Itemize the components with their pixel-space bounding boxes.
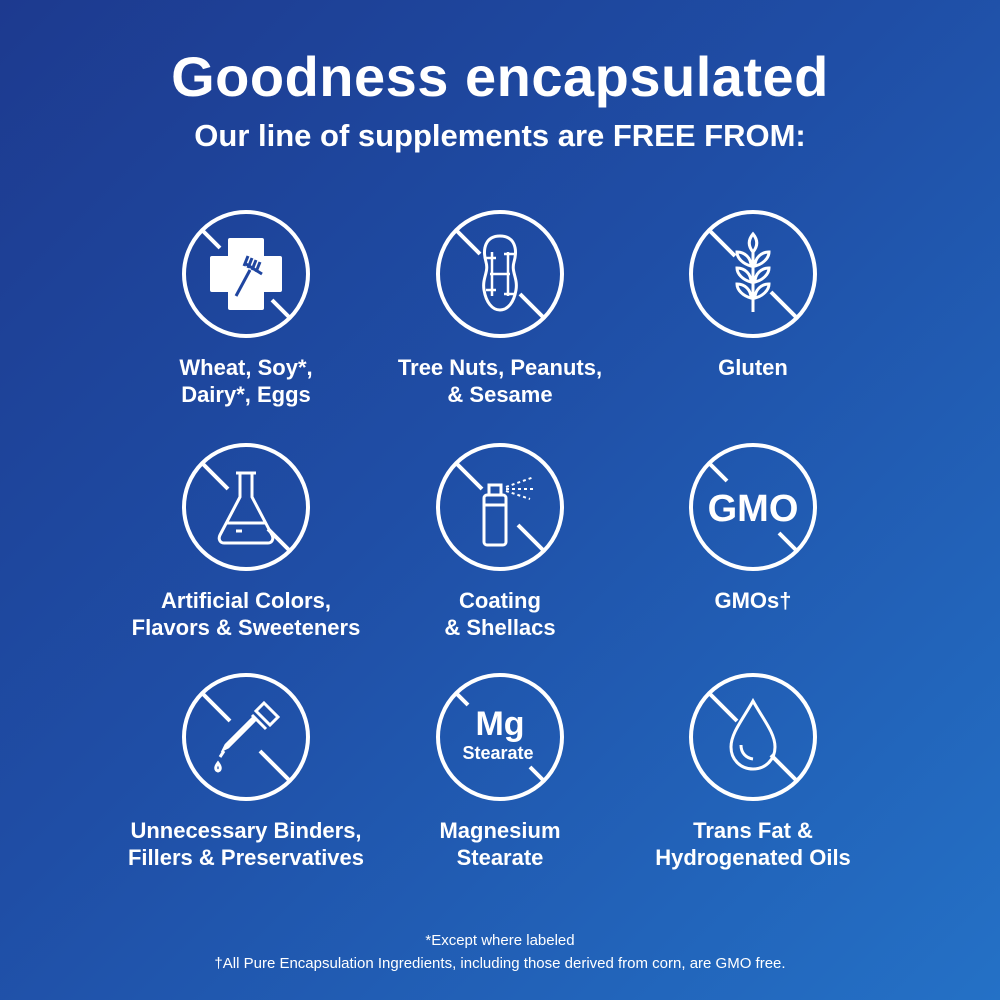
no-wheat-grain-icon <box>689 210 817 338</box>
no-dropper-icon <box>182 673 310 801</box>
no-gmo-icon: GMO <box>689 443 817 571</box>
item-artificial-colors: Artificial Colors, Flavors & Sweeteners <box>96 441 396 641</box>
item-label-line: Gluten <box>718 355 788 380</box>
item-label-line: Coating <box>459 588 541 613</box>
stearate-icon-text: Stearate <box>462 743 533 763</box>
subheadline: Our line of supplements are FREE FROM: <box>194 118 806 153</box>
item-gluten: Gluten <box>603 208 903 381</box>
item-label-line: Unnecessary Binders, <box>130 818 362 843</box>
item-label-line: Flavors & Sweeteners <box>131 615 361 640</box>
item-label-line: Artificial Colors, <box>161 588 331 613</box>
item-label-line: GMOs† <box>714 588 792 613</box>
item-label-line: Fillers & Preservatives <box>127 845 365 870</box>
item-magnesium-stearate: Mg Stearate Magnesium Stearate <box>350 671 650 871</box>
item-trans-fat: Trans Fat & Hydrogenated Oils <box>603 671 903 871</box>
no-oil-drop-icon <box>689 673 817 801</box>
item-label-line: & Sesame <box>447 382 553 407</box>
gmo-icon-text: GMO <box>708 488 799 530</box>
item-label-line: Tree Nuts, Peanuts, <box>397 355 603 380</box>
headline: Goodness encapsulated <box>171 45 829 108</box>
item-label-line: Wheat, Soy*, <box>179 355 313 380</box>
item-label-line: Dairy*, Eggs <box>181 382 311 407</box>
footnote-except: *Except where labeled <box>425 932 575 949</box>
no-flask-icon <box>182 443 310 571</box>
item-label-line: Magnesium <box>439 818 561 843</box>
item-label-line: Stearate <box>456 845 544 870</box>
no-allergen-cross-fork-icon <box>182 210 310 338</box>
item-wheat-soy-dairy-eggs: Wheat, Soy*, Dairy*, Eggs <box>96 208 396 408</box>
mg-icon-text: Mg <box>475 705 524 743</box>
item-label-line: Trans Fat & <box>693 818 813 843</box>
no-spray-can-icon <box>436 443 564 571</box>
item-label-line: & Shellacs <box>444 615 556 640</box>
item-nuts-peanuts-sesame: Tree Nuts, Peanuts, & Sesame <box>350 208 650 408</box>
no-peanut-icon <box>436 210 564 338</box>
no-mg-stearate-icon: Mg Stearate <box>436 673 564 801</box>
item-gmos: GMO GMOs† <box>603 441 903 614</box>
item-label-line: Hydrogenated Oils <box>655 845 851 870</box>
item-coating-shellacs: Coating & Shellacs <box>350 441 650 641</box>
footnote-gmo: †All Pure Encapsulation Ingredients, inc… <box>214 955 786 972</box>
item-binders-fillers: Unnecessary Binders, Fillers & Preservati… <box>96 671 396 871</box>
